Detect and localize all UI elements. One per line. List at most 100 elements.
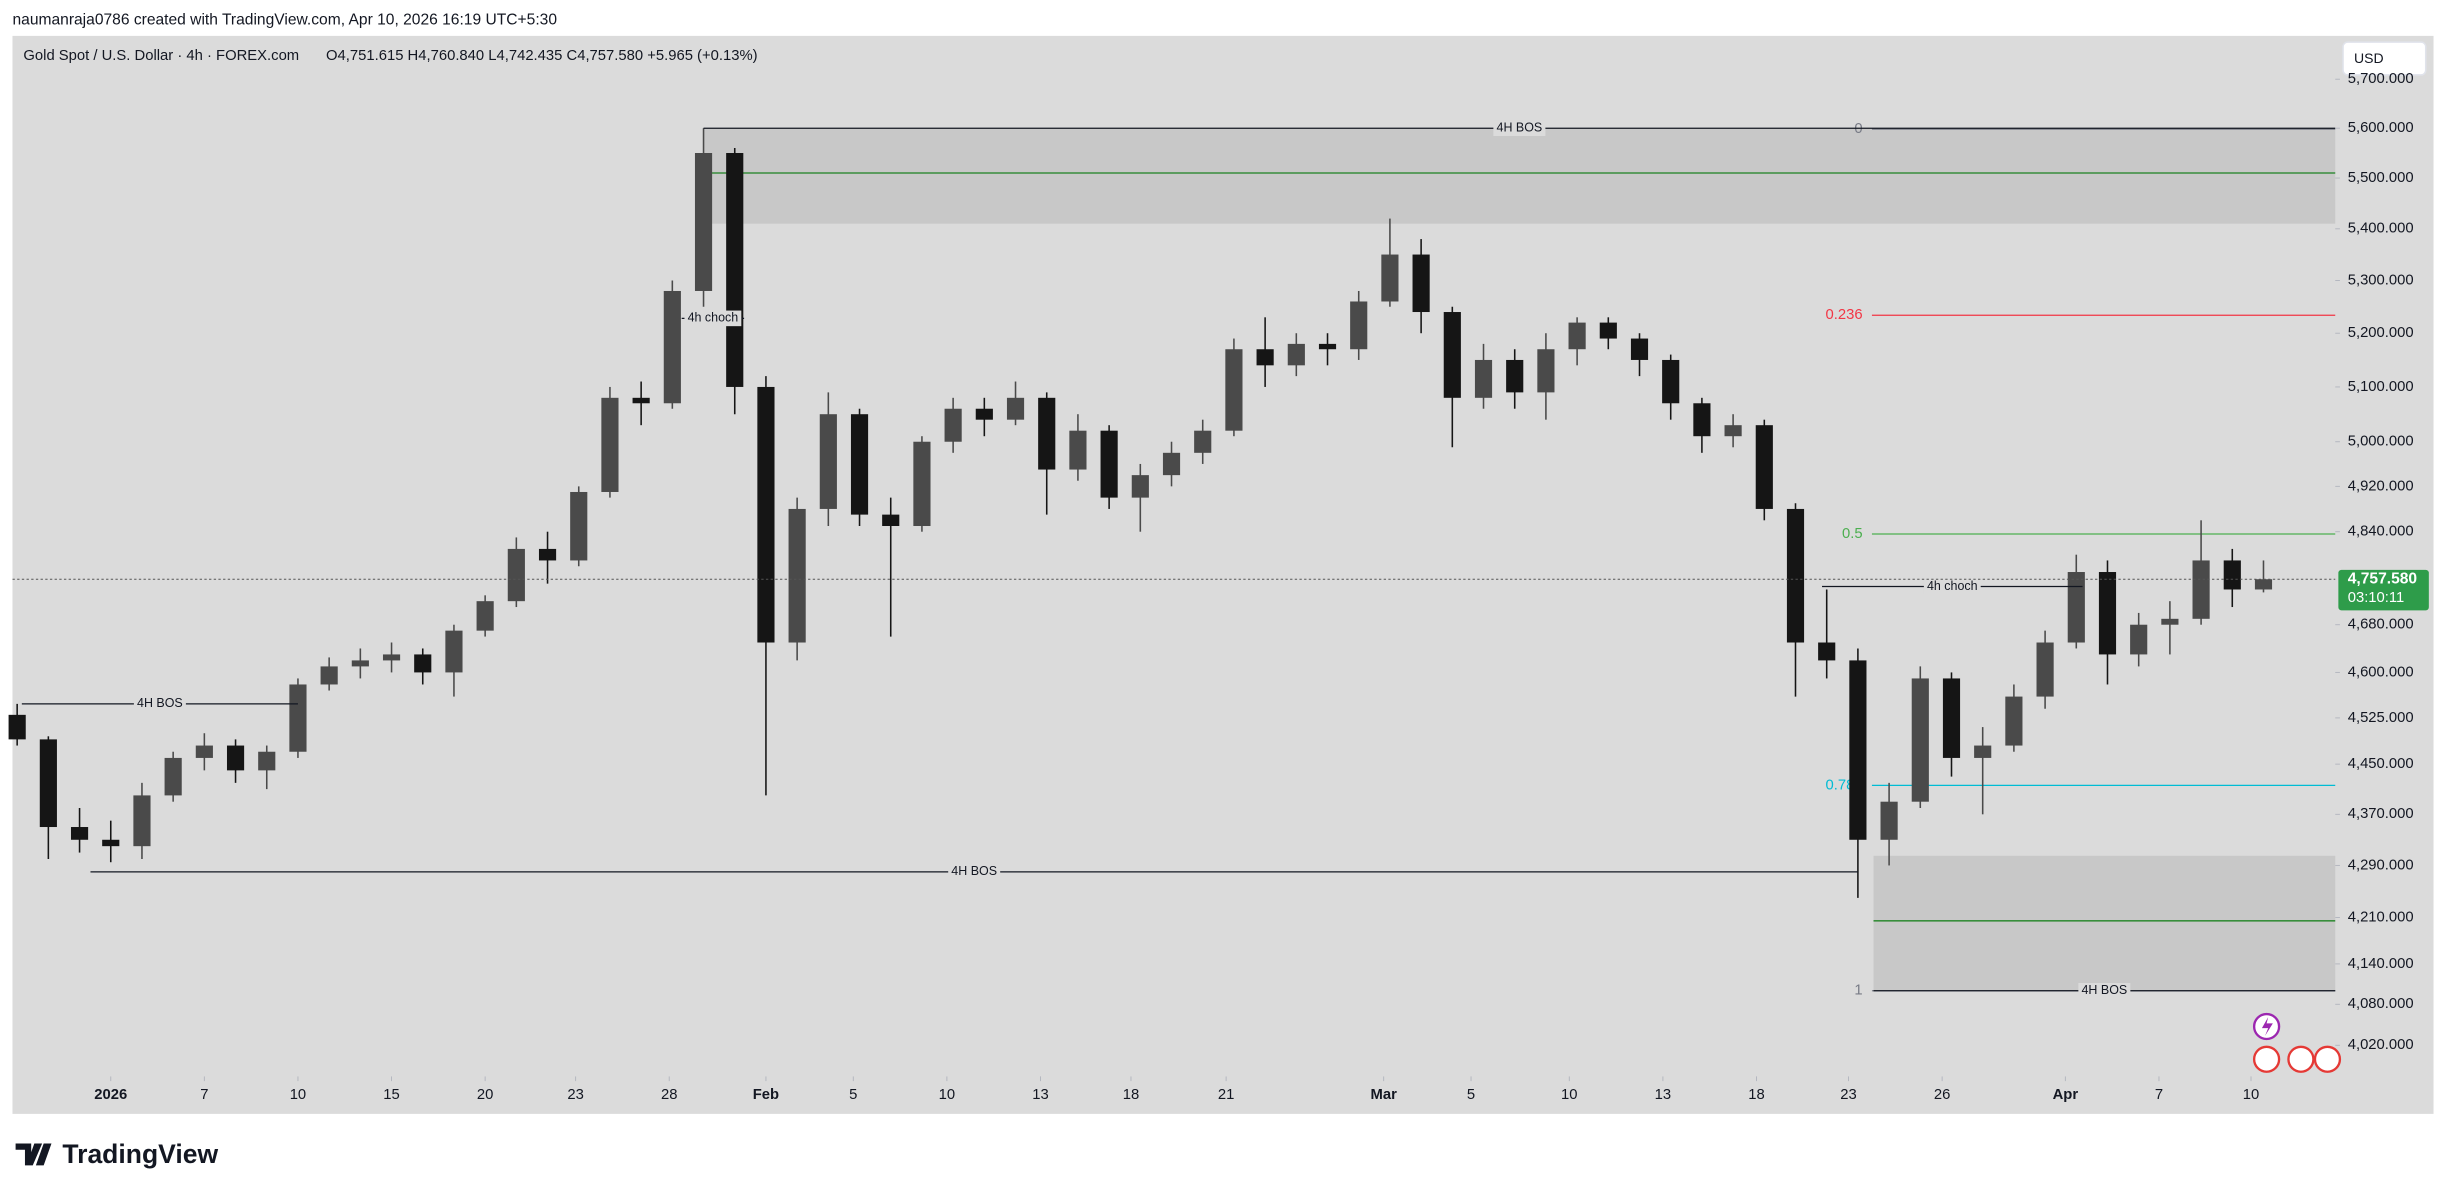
y-tick-label: 4,210.000 [2348,909,2414,925]
candle-body [632,397,650,404]
structure-label: 4H BOS [2081,983,2127,997]
candle-body [1662,359,1680,404]
candle-body [850,414,869,515]
currency-button[interactable] [2342,41,2427,76]
candle-body [1194,430,1212,453]
x-tick-label: 13 [1032,1087,1048,1103]
candle-body [1069,430,1087,470]
candle-body [195,745,213,758]
structure-label-bg [1923,578,1981,595]
candle-body [102,839,120,847]
fib-label: 1 [1854,983,1862,999]
candle-body [2192,560,2210,619]
candle-body [1318,343,1337,350]
candle-body [601,397,619,492]
candle-body [913,441,931,527]
flag-icon[interactable] [2252,1045,2281,1073]
candle-body [538,548,557,561]
x-tick-label: 10 [290,1087,306,1103]
candle-body [944,408,962,442]
candle-body [2161,618,2179,625]
candle-body [2067,572,2085,643]
candle-body [2130,624,2148,655]
candle-body [2036,642,2054,697]
y-tick-label: 5,600.000 [2348,120,2414,136]
candle-body [1006,397,1025,420]
candle-body [1974,745,1992,758]
candle-body [663,290,681,404]
candle-body [694,153,713,291]
structure-label-bg [2078,982,2131,999]
x-tick-label: 10 [939,1087,955,1103]
candle-body [445,630,463,673]
y-tick-label: 4,600.000 [2348,664,2414,680]
candle-body [320,666,338,685]
x-tick-label: 23 [567,1087,583,1103]
y-tick-label: 5,000.000 [2348,434,2414,450]
candle-body [164,757,182,796]
currency-label[interactable]: USD [2354,50,2384,66]
candle-body [1162,452,1181,476]
y-tick-label: 4,525.000 [2348,710,2414,726]
flag-icon[interactable] [2287,1045,2315,1073]
candle-body [788,508,806,643]
candle-body [1381,254,1399,302]
x-tick-label: 10 [1561,1087,1577,1103]
x-tick-label: 21 [1218,1087,1234,1103]
y-tick-label: 4,020.000 [2348,1037,2414,1053]
candle-body [1287,343,1305,366]
attribution: naumanraja0786 created with TradingView.… [12,11,557,28]
zone [703,128,2336,224]
candle-body [1880,801,1898,840]
candle-body [476,601,494,631]
candle-body [70,827,89,840]
y-tick-label: 4,290.000 [2348,857,2414,873]
candle-body [757,386,775,643]
candle-body [1755,425,1773,509]
structure-label: 4H BOS [951,864,997,878]
x-tick-label: 5 [1467,1087,1475,1103]
candle-body [2223,560,2241,590]
x-tick-label: 20 [477,1087,493,1103]
x-tick-label: 7 [2155,1087,2163,1103]
candle-body [1256,349,1274,366]
y-tick-label: 4,450.000 [2348,756,2414,772]
y-tick-label: 5,200.000 [2348,325,2414,341]
candle-body [570,491,588,561]
candle-body [1225,349,1243,431]
candle-body [1412,254,1430,313]
y-tick-label: 5,400.000 [2348,221,2414,237]
candle-body [8,714,26,740]
structure-label-bg [948,864,1001,880]
x-tick-label: 26 [1934,1087,1950,1103]
x-tick-label: 2026 [94,1087,127,1103]
candle-body [1786,508,1805,643]
candle-body [1911,678,1929,802]
candle-body [1537,349,1555,393]
candle-body [1693,403,1711,437]
candle-body [975,408,993,420]
y-tick-label: 4,080.000 [2348,996,2414,1012]
candle-body [133,795,151,847]
fib-label: 0 [1854,121,1862,137]
flag-icon[interactable] [2313,1045,2342,1073]
candle-body [1599,322,1617,339]
symbol-title: Gold Spot / U.S. Dollar · 4h · FOREX.com [23,48,299,64]
last-price-tag [2338,569,2429,611]
candle-body [289,684,307,752]
y-tick-label: 5,500.000 [2348,170,2414,186]
candle-body [1568,322,1586,350]
y-tick-label: 4,140.000 [2348,956,2414,972]
x-tick-label: 18 [1748,1087,1764,1103]
candle-body [1849,660,1867,840]
y-tick-label: 5,100.000 [2348,379,2414,395]
x-tick-label: Mar [1371,1087,1398,1103]
candle-body [258,751,276,771]
candle-body [1443,312,1461,398]
candle-body [1100,430,1118,498]
candle-body [726,153,744,387]
last-price-label: 4,757.580 [2348,570,2418,587]
x-tick-label: 15 [383,1087,399,1103]
y-tick-label: 5,300.000 [2348,272,2414,288]
